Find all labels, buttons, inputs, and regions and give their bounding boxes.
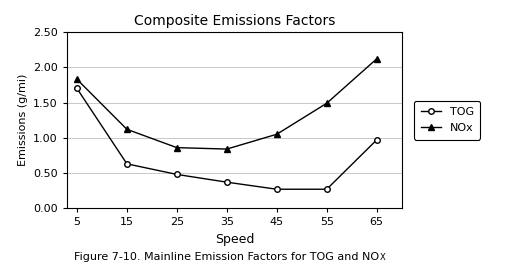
Title: Composite Emissions Factors: Composite Emissions Factors — [133, 14, 335, 28]
TOG — [74, 87, 80, 90]
TOG — [224, 180, 230, 184]
TOG — [174, 173, 180, 176]
NOx — [224, 147, 230, 151]
X-axis label: Speed: Speed — [215, 233, 254, 246]
Line: TOG: TOG — [74, 86, 380, 192]
NOx — [273, 133, 280, 136]
Text: X: X — [380, 253, 386, 262]
TOG — [323, 188, 330, 191]
Text: Figure 7-10. Mainline Emission Factors for TOG and NO: Figure 7-10. Mainline Emission Factors f… — [74, 252, 379, 262]
TOG — [273, 188, 280, 191]
Legend: TOG, NOx: TOG, NOx — [414, 101, 480, 140]
NOx — [373, 57, 380, 60]
NOx — [74, 78, 80, 81]
NOx — [323, 102, 330, 105]
NOx — [124, 128, 130, 131]
Line: NOx: NOx — [74, 55, 380, 152]
TOG — [124, 162, 130, 166]
NOx — [174, 146, 180, 149]
TOG — [373, 138, 380, 142]
Y-axis label: Emissions (g/mi): Emissions (g/mi) — [18, 74, 28, 166]
